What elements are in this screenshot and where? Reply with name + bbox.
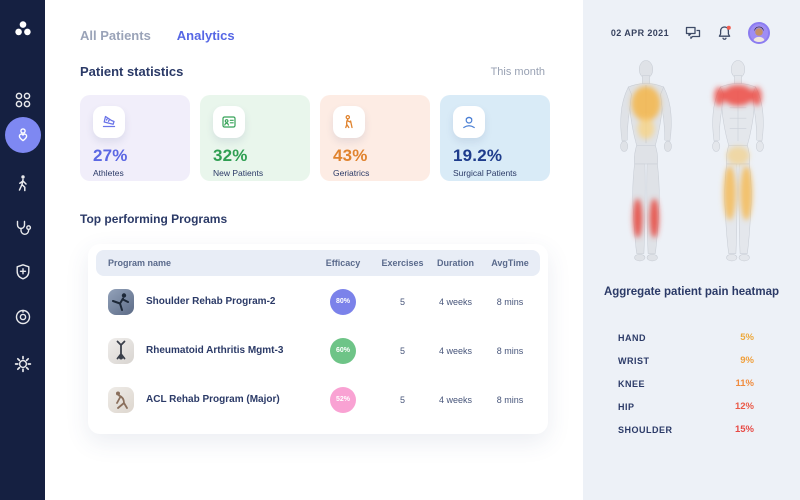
sidebar-item-insurance[interactable] (5, 254, 41, 290)
notifications-button[interactable] (717, 25, 732, 41)
skate-icon (93, 106, 125, 138)
right-panel: 02 APR 2021 (583, 0, 800, 500)
stat-value: 19.2% (453, 146, 503, 165)
pain-row-knee: KNEE 11% (618, 372, 754, 395)
stat-label: Surgical Patients (453, 168, 517, 178)
duration-value: 4 weeks (438, 394, 473, 405)
elderly-person-icon (333, 106, 365, 138)
pain-row-hand: HAND 5% (618, 326, 754, 349)
bell-icon (718, 25, 731, 40)
avatar-photo (750, 24, 768, 42)
app-logo (13, 20, 33, 42)
avgtime-value: 8 mins (496, 345, 524, 356)
tab-analytics[interactable]: Analytics (176, 28, 235, 43)
apps-grid-icon (15, 92, 30, 108)
chat-icon (685, 26, 701, 39)
top-programs-title: Top performing Programs (80, 212, 228, 226)
stat-label: New Patients (213, 168, 264, 178)
sidebar-item-activity[interactable] (5, 165, 41, 201)
stethoscope-icon (16, 220, 31, 235)
table-header: Program name Efficacy Exercises Duration… (96, 250, 540, 276)
column-exercises: Exercises (381, 258, 424, 268)
gear-icon (14, 355, 31, 373)
logo-circles-icon (14, 21, 31, 36)
pain-row-wrist: WRIST 9% (618, 349, 754, 372)
efficacy-badge: 80% (330, 288, 356, 315)
period-filter[interactable]: This month (490, 66, 545, 78)
pain-label: HIP (618, 401, 635, 412)
stat-card-athletes: 27% Athletes (80, 95, 190, 181)
pain-row-hip: HIP 12% (618, 395, 754, 418)
messages-button[interactable] (685, 26, 701, 40)
user-avatar[interactable] (748, 22, 770, 44)
tab-all-patients[interactable]: All Patients (80, 28, 151, 43)
heatmap-title: Aggregate patient pain heatmap (603, 286, 780, 298)
program-thumbnail (108, 288, 134, 315)
stat-card-new-patients: 32% New Patients (200, 95, 310, 181)
duration-value: 4 weeks (438, 296, 473, 307)
pain-heatmap-figure (583, 60, 800, 268)
body-back-heatmap (619, 60, 672, 262)
table-row[interactable]: Shoulder Rehab Program-2 80% 5 4 weeks 8… (96, 278, 540, 325)
table-row[interactable]: ACL Rehab Program (Major) 52% 5 4 weeks … (96, 376, 540, 423)
program-name: Shoulder Rehab Program-2 (146, 296, 276, 307)
column-efficacy: Efficacy (325, 258, 361, 268)
pain-points-list: HAND 5% WRIST 9% KNEE 11% HIP 12% SHOULD… (618, 326, 754, 441)
efficacy-badge: 60% (330, 337, 356, 364)
sidebar-item-billing[interactable] (5, 299, 41, 335)
sidebar-item-dashboard[interactable] (5, 82, 41, 118)
date-display: 02 APR 2021 (610, 28, 669, 38)
stat-value: 27% (93, 146, 128, 165)
sidebar-item-settings[interactable] (5, 346, 41, 382)
main-content: All Patients Analytics Patient statistic… (45, 0, 583, 500)
efficacy-badge: 52% (330, 386, 356, 413)
sidebar-item-patients[interactable] (4, 117, 41, 153)
pain-label: SHOULDER (618, 424, 673, 435)
program-thumbnail (108, 337, 134, 364)
pain-label: HAND (618, 332, 646, 343)
exercises-value: 5 (399, 394, 405, 405)
pain-value: 12% (734, 401, 754, 412)
pain-value: 5% (740, 332, 754, 343)
avgtime-value: 8 mins (496, 394, 524, 405)
column-avgtime: AvgTime (491, 258, 529, 268)
program-name: Rheumatoid Arthritis Mgmt-3 (146, 345, 284, 356)
patient-care-icon (18, 128, 27, 142)
stat-card-geriatrics: 43% Geriatrics (320, 95, 430, 181)
duration-value: 4 weeks (438, 345, 473, 356)
column-duration: Duration (437, 258, 474, 268)
pain-value: 9% (740, 355, 754, 366)
body-front-heatmap (711, 60, 764, 262)
stat-value: 32% (213, 146, 248, 165)
surgeon-icon (453, 106, 485, 138)
walking-person-icon (18, 174, 27, 191)
patient-statistics-title: Patient statistics (80, 64, 184, 79)
sidebar (0, 0, 45, 500)
pain-label: WRIST (618, 355, 650, 366)
pain-value: 15% (734, 424, 754, 435)
shield-plus-icon (16, 264, 29, 280)
sidebar-item-consultations[interactable] (5, 210, 41, 246)
coin-icon (15, 309, 30, 325)
program-name: ACL Rehab Program (Major) (146, 394, 280, 405)
stat-label: Athletes (93, 168, 124, 178)
stat-card-surgical-patients: 19.2% Surgical Patients (440, 95, 550, 181)
id-card-icon (213, 106, 245, 138)
panel-header: 02 APR 2021 (583, 20, 770, 46)
table-row[interactable]: Rheumatoid Arthritis Mgmt-3 60% 5 4 week… (96, 327, 540, 374)
program-thumbnail (108, 386, 134, 413)
tab-bar: All Patients Analytics (80, 28, 235, 43)
avgtime-value: 8 mins (496, 296, 524, 307)
column-program-name: Program name (108, 258, 172, 268)
stat-label: Geriatrics (333, 168, 370, 178)
exercises-value: 5 (399, 345, 405, 356)
pain-value: 11% (735, 378, 755, 389)
notification-dot (726, 25, 731, 30)
stat-value: 43% (333, 146, 368, 165)
pain-label: KNEE (618, 378, 646, 389)
pain-row-shoulder: SHOULDER 15% (618, 418, 754, 441)
exercises-value: 5 (399, 296, 405, 307)
stat-cards: 27% Athletes 32% New Patients 43% Geriat… (80, 95, 550, 181)
programs-table: Program name Efficacy Exercises Duration… (88, 244, 548, 434)
